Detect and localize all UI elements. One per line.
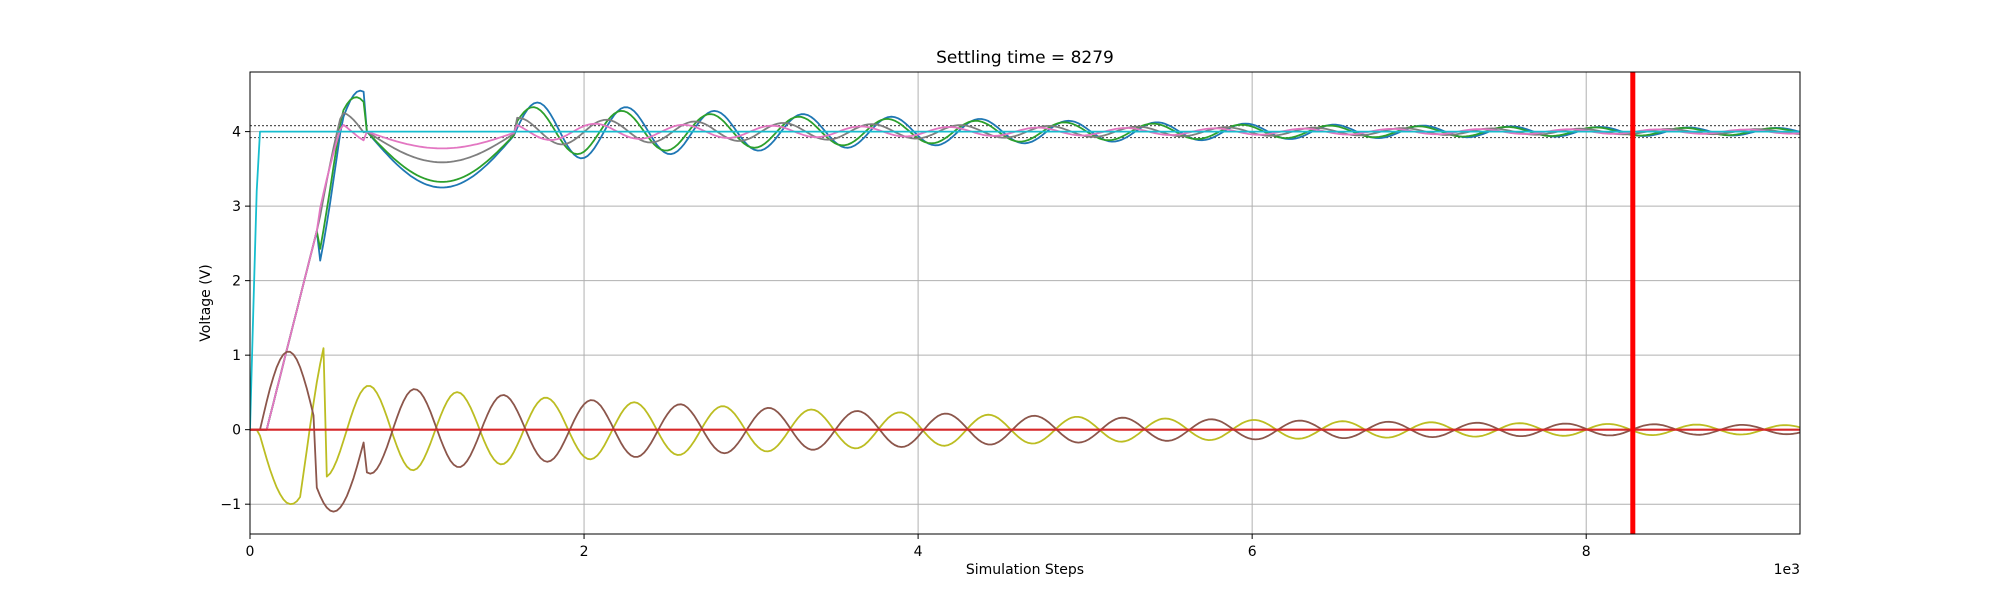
x-tick-label: 8 — [1582, 544, 1591, 560]
y-tick-label: 0 — [232, 423, 241, 439]
y-tick-label: 2 — [232, 274, 241, 290]
y-tick-label: 1 — [232, 348, 241, 364]
ticks: 0 2 4 6 8 −1 0 1 2 3 4 — [220, 125, 1590, 560]
y-tick-label: 4 — [232, 125, 241, 141]
plot-frame — [249, 71, 1801, 535]
x-axis-label: Simulation Steps — [966, 562, 1084, 578]
chart-title: Settling time = 8279 — [936, 48, 1114, 68]
x-axis-offset-label: 1e3 — [1774, 562, 1800, 578]
series-group — [250, 89, 1800, 513]
series-line — [250, 130, 1800, 430]
x-tick-label: 4 — [914, 544, 923, 560]
y-axis-label: Voltage (V) — [198, 264, 214, 341]
x-tick-label: 0 — [246, 544, 255, 560]
y-tick-label: −1 — [220, 497, 241, 513]
y-tick-label: 3 — [232, 199, 241, 215]
x-tick-label: 2 — [580, 544, 589, 560]
x-tick-label: 6 — [1248, 544, 1257, 560]
